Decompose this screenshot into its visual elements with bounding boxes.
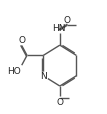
- Text: HO: HO: [7, 66, 21, 75]
- Text: N: N: [40, 72, 47, 81]
- Text: O: O: [56, 97, 63, 106]
- Text: O: O: [63, 16, 70, 25]
- Text: HN: HN: [53, 24, 66, 33]
- Text: O: O: [18, 36, 25, 45]
